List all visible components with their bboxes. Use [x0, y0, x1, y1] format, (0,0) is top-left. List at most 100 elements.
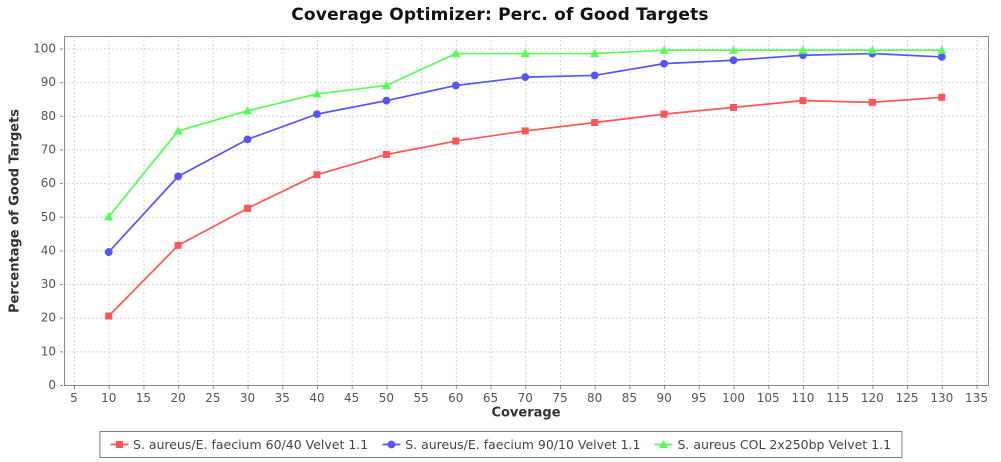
data-point-circle: [313, 110, 321, 119]
legend-item-2: S. aureus/E. faecium 90/10 Velvet 1.1: [382, 437, 640, 452]
data-point-circle: [937, 53, 946, 61]
x-tick-label: 10: [101, 391, 116, 405]
x-tick-label: 95: [691, 391, 706, 405]
x-tick-label: 20: [170, 391, 185, 405]
data-point-square: [938, 93, 946, 101]
x-tick-label: 5: [70, 391, 78, 405]
data-point-square: [105, 312, 113, 320]
x-tick-label: 15: [136, 391, 151, 405]
data-point-circle: [104, 248, 113, 256]
x-tick-label: 85: [622, 391, 637, 405]
data-point-square: [313, 171, 321, 179]
legend-item-1: S. aureus/E. faecium 60/40 Velvet 1.1: [109, 437, 369, 452]
data-point-square: [174, 241, 182, 249]
data-point-square: [868, 98, 876, 106]
x-tick-label: 135: [965, 391, 988, 405]
data-point-triangle: [173, 126, 183, 135]
x-tick-label: 110: [791, 391, 814, 405]
data-point-square: [244, 204, 252, 212]
data-point-circle: [729, 56, 738, 65]
chart-title: Coverage Optimizer: Perc. of Good Target…: [291, 5, 709, 25]
gridlines: [64, 36, 988, 386]
x-tick-label: 50: [379, 391, 394, 405]
y-tick-label: 0: [48, 378, 56, 392]
data-point-square: [521, 127, 529, 135]
data-point-square: [452, 137, 460, 145]
data-point-triangle: [728, 45, 739, 54]
data-point-circle: [521, 73, 530, 82]
data-point-triangle: [590, 48, 600, 58]
series-3: [104, 45, 947, 221]
data-point-triangle: [242, 106, 253, 115]
data-point-square: [799, 97, 807, 105]
x-tick-label: 100: [722, 391, 745, 405]
data-point-square: [115, 441, 123, 448]
x-tick-label: 125: [896, 391, 919, 405]
y-tick-label: 100: [33, 42, 56, 56]
data-point-circle: [590, 71, 599, 80]
x-tick-label: 130: [930, 391, 953, 405]
y-tick-labels: 0 10 20 30 40 50 60 70 80 90 100: [33, 42, 56, 393]
legend-item-3: S. aureus COL 2x250bp Velvet 1.1: [654, 437, 891, 452]
x-tick-label: 40: [309, 391, 324, 405]
y-tick-label: 80: [41, 109, 56, 123]
data-point-circle: [451, 81, 460, 90]
square-marker-icon: [109, 441, 128, 448]
x-tick-label: 90: [656, 391, 671, 405]
data-point-square: [730, 103, 738, 111]
plot-border: [64, 36, 989, 386]
series-1: [105, 93, 946, 320]
y-tick-label: 60: [41, 176, 56, 190]
legend-label: S. aureus/E. faecium 90/10 Velvet 1.1: [405, 437, 641, 452]
data-point-triangle: [381, 80, 392, 90]
legend: S. aureus/E. faecium 60/40 Velvet 1.1 S. …: [98, 431, 903, 458]
data-point-triangle: [312, 89, 322, 98]
data-point-triangle: [658, 439, 669, 449]
data-point-square: [591, 119, 599, 127]
x-tick-label: 45: [344, 391, 359, 405]
x-tick-label: 70: [518, 391, 533, 405]
x-tick-label: 75: [552, 391, 567, 405]
y-tick-label: 20: [41, 311, 56, 325]
x-tick-label: 55: [413, 391, 428, 405]
data-point-circle: [243, 135, 252, 144]
data-point-triangle: [520, 48, 530, 58]
x-tick-label: 30: [240, 391, 255, 405]
data-point-triangle: [659, 45, 669, 54]
x-tick-label: 65: [483, 391, 498, 405]
y-tick-label: 70: [41, 142, 56, 156]
y-tick-label: 40: [41, 243, 56, 257]
data-point-circle: [660, 59, 668, 68]
data-point-triangle: [798, 45, 808, 54]
x-tick-label: 60: [448, 391, 463, 405]
data-point-circle: [174, 172, 183, 181]
x-axis-label: Coverage: [491, 405, 561, 421]
x-tick-labels: 5 10 15 20 25 30 35 40 45 50 55 60 65 70 75 80 85 90 95 100…: [70, 391, 988, 405]
data-point-triangle: [451, 48, 461, 58]
y-tick-label: 10: [41, 344, 56, 358]
data-point-triangle: [867, 45, 877, 54]
data-point-triangle: [937, 45, 947, 54]
data-point-triangle: [104, 212, 114, 221]
data-point-circle: [382, 96, 391, 105]
x-tick-label: 115: [826, 391, 849, 405]
x-tick-label: 35: [275, 391, 290, 405]
tick-marks: [60, 48, 978, 389]
data-point-circle: [387, 440, 396, 449]
x-tick-label: 25: [205, 391, 220, 405]
legend-label: S. aureus/E. faecium 60/40 Velvet 1.1: [132, 437, 369, 452]
triangle-marker-icon: [654, 439, 673, 449]
legend-label: S. aureus COL 2x250bp Velvet 1.1: [677, 437, 892, 452]
data-point-square: [660, 110, 668, 118]
y-tick-label: 50: [41, 210, 56, 224]
data-point-square: [382, 150, 390, 158]
x-tick-label: 120: [861, 391, 884, 405]
x-tick-label: 80: [587, 391, 602, 405]
y-tick-label: 90: [41, 75, 56, 89]
y-tick-label: 30: [41, 277, 56, 291]
circle-marker-icon: [382, 440, 401, 449]
x-tick-label: 105: [757, 391, 780, 405]
y-axis-label: Percentage of Good Targets: [7, 108, 23, 314]
